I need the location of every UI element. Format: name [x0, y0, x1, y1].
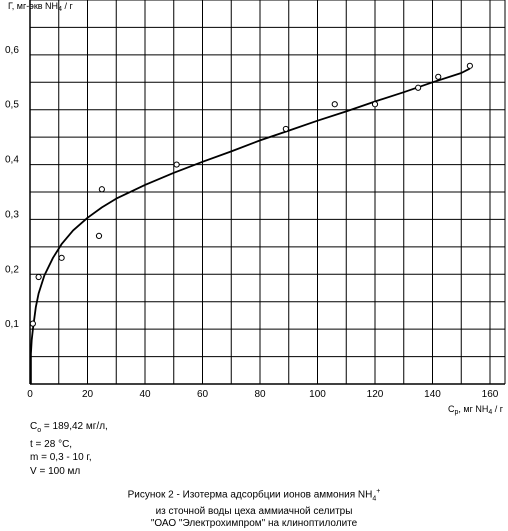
- x-tick-label: 100: [309, 389, 326, 400]
- data-point: [466, 62, 473, 69]
- data-point: [58, 254, 65, 261]
- caption-line-2: из сточной воды цеха аммиачной селитры: [155, 505, 353, 517]
- y-tick-label: 0,4: [5, 155, 19, 166]
- data-point: [95, 232, 103, 239]
- fit-curve-layer: [30, 67, 471, 384]
- param-volume: V = 100 мл: [30, 465, 81, 477]
- x-tick-label: 20: [82, 389, 94, 400]
- x-tick-label: 140: [424, 389, 441, 400]
- data-point: [282, 125, 289, 133]
- data-points-layer: [29, 62, 473, 327]
- fit-curve: [30, 67, 471, 384]
- x-tick-label: 120: [367, 389, 384, 400]
- param-temperature: t = 28 °С,: [30, 438, 73, 450]
- caption-line-1: Рисунок 2 - Изотерма адсорбции ионов амм…: [127, 488, 381, 503]
- x-tick-label: 0: [27, 389, 33, 400]
- y-axis-label: Г, мг-экв NH4 / г: [8, 1, 73, 13]
- tick-labels: 0 20 40 60 80 100 120 140 160 0,1 0,2 0,3 0,4 0,5 0,6: [5, 45, 499, 400]
- data-point: [435, 73, 442, 80]
- experiment-parameters: Со = 189,42 мг/л, t = 28 °С, m = 0,3 - 1…: [30, 420, 108, 478]
- y-tick-label: 0,6: [5, 45, 19, 56]
- grid-lines: [30, 0, 506, 384]
- y-tick-label: 0,2: [5, 264, 19, 275]
- data-point: [173, 161, 180, 168]
- axes: [29, 0, 505, 385]
- param-c0: Со = 189,42 мг/л,: [30, 421, 108, 434]
- data-point: [29, 320, 36, 327]
- x-tick-label: 60: [197, 389, 209, 400]
- param-mass: m = 0,3 - 10 г,: [30, 452, 92, 463]
- adsorption-isotherm-chart: 0 20 40 60 80 100 120 140 1600,10,20,30,40,50,6 …: [5, 0, 506, 416]
- x-tick-label: 80: [254, 389, 266, 400]
- data-point: [35, 273, 42, 281]
- y-tick-label: 0,3: [5, 209, 19, 220]
- y-tick-label: 0,1: [5, 319, 19, 330]
- data-point: [415, 84, 422, 91]
- caption-line-3: "ОАО "Электрохимпром" на клиноптилолите: [150, 518, 358, 530]
- x-axis-label: Ср, мг NH4 / г: [448, 404, 504, 416]
- data-point: [331, 101, 338, 108]
- figure-caption: Рисунок 2 - Изотерма адсорбции ионов амм…: [0, 486, 508, 531]
- x-tick-label: 40: [139, 389, 151, 400]
- y-tick-label: 0,5: [5, 100, 19, 111]
- data-point: [371, 101, 379, 108]
- data-point: [98, 186, 105, 193]
- x-tick-label: 160: [482, 389, 499, 400]
